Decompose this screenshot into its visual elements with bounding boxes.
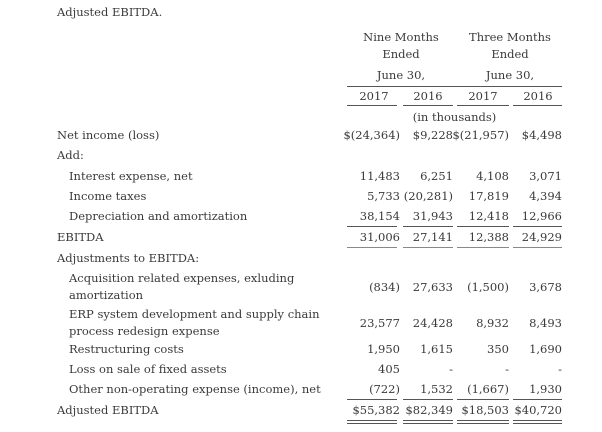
header-rule-top <box>347 86 562 87</box>
cell-loss-sale-4: - <box>558 362 562 376</box>
subtotal-rule-4 <box>513 226 562 227</box>
cell-taxes-4: 4,394 <box>529 189 562 203</box>
row-label-other: Other non-operating expense (income), ne… <box>69 382 321 396</box>
double-rule-2a <box>403 420 453 421</box>
cell-adjusted-ebitda-4: $40,720 <box>514 403 562 417</box>
cell-loss-sale-3: - <box>505 362 509 376</box>
cell-restructuring-1: 1,950 <box>367 342 400 356</box>
row-label-adjustments: Adjustments to EBITDA: <box>57 251 200 265</box>
row-label-acquisition: Acquisition related expenses, exluding a… <box>69 271 295 302</box>
cell-depreciation-1: 38,154 <box>359 209 400 223</box>
cell-other-1: (722) <box>369 382 400 396</box>
row-label-interest: Interest expense, net <box>69 169 193 183</box>
cell-adjusted-ebitda-1: $55,382 <box>352 403 400 417</box>
row-label-add: Add: <box>57 148 84 162</box>
cell-taxes-2: (20,281) <box>403 189 453 203</box>
double-rule-2b <box>403 423 453 424</box>
subtotal-rule-1 <box>347 226 397 227</box>
header-three-months-line2: Ended <box>491 47 529 61</box>
cell-erp-4: 8,493 <box>529 316 562 330</box>
year-col-2: 2016 <box>413 89 443 103</box>
cell-interest-1: 11,483 <box>359 169 400 183</box>
row-label-net-income: Net income (loss) <box>57 128 160 142</box>
row-label-depreciation: Depreciation and amortization <box>69 209 248 223</box>
ebitda-rule-3 <box>457 247 509 248</box>
row-label-ebitda: EBITDA <box>57 230 104 244</box>
year-rule-2 <box>403 105 453 106</box>
cell-interest-3: 4,108 <box>476 169 509 183</box>
double-rule-3b <box>457 423 509 424</box>
total-rule-1 <box>347 399 397 400</box>
cell-interest-4: 3,071 <box>529 169 562 183</box>
double-rule-3a <box>457 420 509 421</box>
double-rule-1b <box>347 423 397 424</box>
row-label-adjusted-ebitda: Adjusted EBITDA <box>57 403 159 417</box>
cell-acquisition-1: (834) <box>369 280 400 294</box>
cell-adjusted-ebitda-2: $82,349 <box>405 403 453 417</box>
cell-taxes-1: 5,733 <box>367 189 400 203</box>
cell-ebitda-3: 12,388 <box>468 230 509 244</box>
ebitda-rule-2 <box>403 247 453 248</box>
caption: Adjusted EBITDA. <box>57 5 163 19</box>
cell-restructuring-2: 1,615 <box>420 342 453 356</box>
cell-ebitda-4: 24,929 <box>521 230 562 244</box>
cell-acquisition-4: 3,678 <box>529 280 562 294</box>
units-label: (in thousands) <box>412 110 497 124</box>
year-col-4: 2016 <box>523 89 553 103</box>
subtotal-rule-2 <box>403 226 453 227</box>
double-rule-4b <box>513 423 562 424</box>
ebitda-rule-1 <box>347 247 397 248</box>
cell-net-income-2: $9,228 <box>412 128 453 142</box>
header-nine-months-line1: Nine Months <box>363 30 439 44</box>
header-three-months-line1: Three Months <box>469 30 551 44</box>
total-rule-4 <box>513 399 562 400</box>
cell-erp-1: 23,577 <box>359 316 400 330</box>
cell-erp-2: 24,428 <box>412 316 453 330</box>
ebitda-rule-4 <box>513 247 562 248</box>
cell-ebitda-1: 31,006 <box>359 230 400 244</box>
cell-loss-sale-2: - <box>449 362 453 376</box>
header-nine-months-line2: Ended <box>382 47 420 61</box>
row-label-restructuring: Restructuring costs <box>69 342 184 356</box>
row-label-loss-sale: Loss on sale of fixed assets <box>69 362 227 376</box>
cell-net-income-1: $(24,364) <box>343 128 400 142</box>
cell-other-4: 1,930 <box>529 382 562 396</box>
row-label-erp: ERP system development and supply chain … <box>69 307 320 338</box>
cell-restructuring-4: 1,690 <box>529 342 562 356</box>
total-rule-3 <box>457 399 509 400</box>
cell-acquisition-3: (1,500) <box>467 280 509 294</box>
cell-net-income-4: $4,498 <box>521 128 562 142</box>
row-label-taxes: Income taxes <box>69 189 147 203</box>
cell-adjusted-ebitda-3: $18,503 <box>461 403 509 417</box>
cell-acquisition-2: 27,633 <box>412 280 453 294</box>
cell-depreciation-3: 12,418 <box>468 209 509 223</box>
double-rule-4a <box>513 420 562 421</box>
year-col-3: 2017 <box>468 89 498 103</box>
cell-interest-2: 6,251 <box>420 169 453 183</box>
year-rule-1 <box>347 105 397 106</box>
cell-net-income-3: $(21,957) <box>452 128 509 142</box>
year-rule-3 <box>457 105 509 106</box>
year-rule-4 <box>513 105 562 106</box>
cell-loss-sale-1: 405 <box>378 362 400 376</box>
cell-depreciation-2: 31,943 <box>412 209 453 223</box>
header-nine-months-line3: June 30, <box>376 68 426 82</box>
cell-other-2: 1,532 <box>420 382 453 396</box>
subtotal-rule-3 <box>457 226 509 227</box>
cell-depreciation-4: 12,966 <box>521 209 562 223</box>
year-col-1: 2017 <box>359 89 389 103</box>
total-rule-2 <box>403 399 453 400</box>
header-three-months-line3: June 30, <box>485 68 535 82</box>
cell-erp-3: 8,932 <box>476 316 509 330</box>
cell-ebitda-2: 27,141 <box>412 230 453 244</box>
cell-taxes-3: 17,819 <box>468 189 509 203</box>
cell-restructuring-3: 350 <box>487 342 509 356</box>
cell-other-3: (1,667) <box>467 382 509 396</box>
double-rule-1a <box>347 420 397 421</box>
